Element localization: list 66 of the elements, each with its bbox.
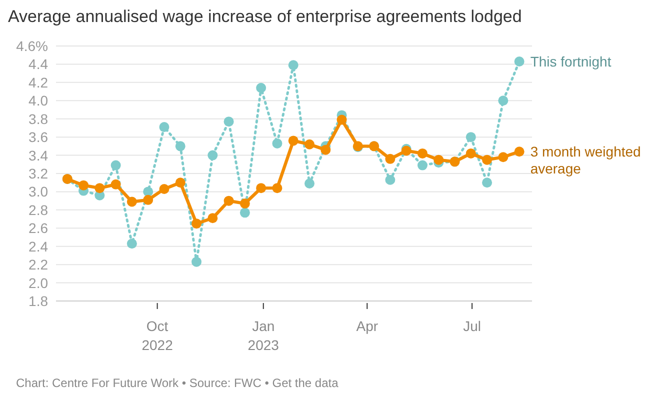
point [192, 218, 202, 229]
point [240, 208, 250, 218]
y-tick-label: 2.4 [28, 238, 48, 254]
point [143, 194, 154, 205]
point [336, 114, 347, 125]
point [417, 148, 428, 158]
series-label: This fortnight [530, 53, 612, 70]
x-tick-label: Apr [356, 318, 378, 334]
point [256, 82, 266, 93]
point [94, 183, 105, 194]
y-tick-label: 2.2 [28, 256, 48, 273]
y-tick-label: 1.8 [28, 293, 48, 309]
y-tick-label: 3.2 [28, 166, 48, 182]
point [192, 256, 202, 267]
y-tick-label: 2.8 [28, 202, 48, 218]
point [110, 160, 121, 170]
point [498, 96, 508, 106]
x-tick-label: Jan 2023 [248, 318, 280, 353]
point [240, 198, 250, 209]
x-tick-label: Oct 2022 [142, 318, 174, 353]
y-tick-label: 3.4 [28, 147, 48, 164]
point [175, 141, 186, 152]
y-tick-label: 3.8 [28, 110, 48, 127]
point [482, 178, 492, 188]
point [256, 183, 266, 194]
point [126, 196, 137, 207]
point [482, 154, 492, 165]
point [304, 178, 314, 189]
y-tick-label: 4.2 [28, 74, 48, 90]
point [385, 174, 396, 185]
point [159, 122, 170, 132]
point [272, 138, 282, 148]
point [466, 132, 476, 142]
y-tick-label: 3.0 [28, 184, 48, 200]
point [385, 154, 396, 164]
y-tick-label: 3.6 [28, 129, 48, 146]
point [159, 184, 170, 194]
point [110, 179, 121, 190]
text: Chart: Centre For Future Work • Source: FWC • Get the data [16, 376, 339, 390]
point [208, 213, 218, 224]
point [514, 56, 524, 66]
point [126, 238, 137, 249]
point [224, 196, 234, 206]
point [208, 150, 218, 160]
point [498, 152, 508, 162]
y-tick-label: 4.4 [28, 56, 48, 72]
y-tick-label: 2.6 [28, 220, 48, 236]
point [514, 146, 524, 157]
y-tick-label: 4.6% [16, 38, 48, 54]
point [466, 148, 476, 158]
x-tick-label: Jul [463, 318, 481, 334]
point [288, 136, 298, 146]
y-tick-label: 4.0 [28, 92, 48, 109]
point [272, 183, 282, 194]
point [143, 186, 154, 197]
point [78, 180, 89, 190]
chart-title: Average annualised wage increase of enterprise agreements lodged [8, 7, 522, 26]
series-label: 3 month weighted average [530, 144, 641, 177]
point [304, 139, 314, 150]
point [224, 116, 234, 127]
point [434, 154, 444, 165]
point [288, 60, 298, 70]
y-tick-label: 2.0 [28, 274, 48, 291]
point [320, 144, 331, 155]
point [175, 178, 186, 188]
point [417, 160, 428, 170]
